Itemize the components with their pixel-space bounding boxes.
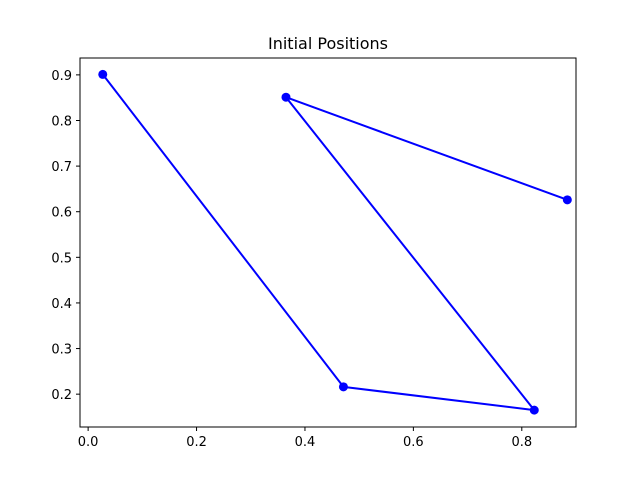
x-tick-label: 0.0 [78, 435, 99, 450]
data-point [98, 69, 108, 79]
data-point [562, 195, 572, 205]
y-tick-label: 0.9 [51, 69, 72, 84]
series-line [101, 73, 569, 412]
data-point [281, 92, 291, 102]
y-tick-label: 0.2 [51, 388, 72, 403]
x-axis: 0.0 0.2 0.4 0.6 0.8 [78, 427, 532, 450]
y-tick-label: 0.5 [51, 251, 72, 266]
data-point [338, 382, 348, 392]
y-tick-label: 0.8 [51, 114, 72, 129]
data-point [529, 405, 539, 415]
y-axis: 0.2 0.3 0.4 0.5 0.6 0.7 0.8 0.9 [51, 69, 80, 403]
x-tick-label: 0.6 [403, 435, 424, 450]
y-tick-label: 0.3 [51, 343, 72, 358]
x-tick-label: 0.8 [511, 435, 532, 450]
chart-title: Initial Positions [268, 34, 388, 53]
y-tick-label: 0.7 [51, 160, 72, 175]
x-tick-label: 0.2 [186, 435, 207, 450]
x-tick-label: 0.4 [295, 435, 316, 450]
series-layer [98, 69, 572, 415]
y-tick-label: 0.6 [51, 206, 72, 221]
y-tick-label: 0.4 [51, 297, 72, 312]
plot-frame [79, 57, 577, 428]
